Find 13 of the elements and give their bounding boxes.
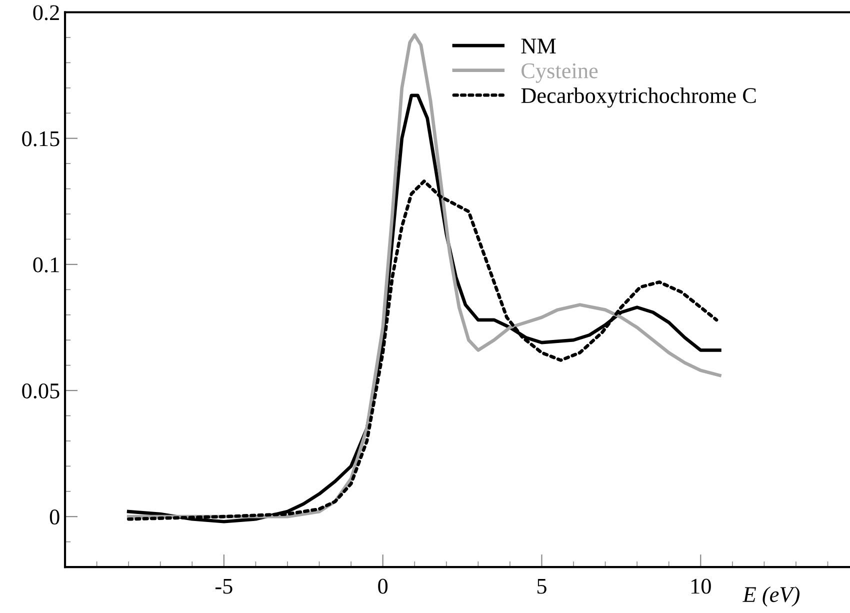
y-tick-label: 0.2 xyxy=(33,5,59,20)
y-tick-label: 0.05 xyxy=(22,383,60,399)
x-axis-title: E (eV) xyxy=(742,586,800,607)
x-tick-label: 10 xyxy=(691,578,711,594)
legend-label: Decarboxytrichochrome C xyxy=(521,87,756,108)
legend-label: Cysteine xyxy=(522,63,598,83)
x-tick-label: 0 xyxy=(378,578,388,594)
x-tick-label: -5 xyxy=(216,579,232,594)
y-tick-label: 0 xyxy=(50,510,60,525)
x-tick-label: 5 xyxy=(537,579,546,594)
legend-label: NM xyxy=(521,38,556,54)
y-tick-label: 0.1 xyxy=(33,257,59,272)
y-tick-label: 0.15 xyxy=(22,131,60,146)
